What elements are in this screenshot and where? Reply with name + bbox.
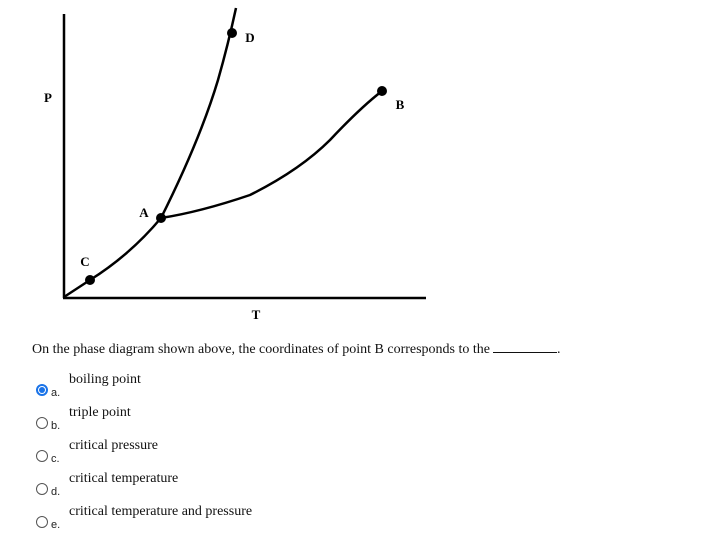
option-letter: e. bbox=[51, 519, 61, 531]
radio-button[interactable] bbox=[36, 516, 48, 528]
option-text: critical temperature bbox=[69, 471, 179, 486]
option-text: boiling point bbox=[69, 372, 141, 387]
sublimation-curve bbox=[63, 217, 162, 299]
point-label: C bbox=[80, 254, 89, 269]
option[interactable]: c. critical pressure bbox=[36, 438, 436, 468]
radio-button[interactable] bbox=[36, 417, 48, 429]
question: On the phase diagram shown above, the co… bbox=[32, 340, 561, 358]
option-letter: a. bbox=[51, 387, 61, 399]
point-b bbox=[377, 86, 387, 96]
phase-diagram: P T A B C D bbox=[44, 7, 426, 322]
option-letter: d. bbox=[51, 486, 61, 498]
vaporization-curve bbox=[160, 90, 383, 220]
option[interactable]: d. critical temperature bbox=[36, 471, 436, 501]
answer-blank bbox=[493, 340, 558, 353]
radio-button[interactable] bbox=[36, 384, 48, 396]
point-label: A bbox=[139, 205, 149, 220]
radio-button[interactable] bbox=[36, 483, 48, 495]
point-d bbox=[227, 28, 237, 38]
y-axis-label: P bbox=[44, 90, 52, 105]
option[interactable]: b. triple point bbox=[36, 405, 436, 435]
point-c bbox=[85, 275, 95, 285]
option-text: triple point bbox=[69, 405, 131, 420]
question-suffix: . bbox=[557, 342, 561, 357]
option-text: critical pressure bbox=[69, 438, 159, 453]
point-label: B bbox=[396, 97, 405, 112]
option[interactable]: a. boiling point bbox=[36, 372, 436, 402]
point-a bbox=[156, 213, 166, 223]
option-letter: b. bbox=[51, 420, 61, 432]
option-text: critical temperature and pressure bbox=[69, 504, 253, 519]
x-axis-label: T bbox=[252, 307, 261, 322]
melting-curve bbox=[159, 7, 238, 219]
radio-button[interactable] bbox=[36, 450, 48, 462]
question-text: On the phase diagram shown above, the co… bbox=[32, 342, 491, 357]
option-letter: c. bbox=[51, 453, 60, 465]
option[interactable]: e. critical temperature and pressure bbox=[36, 504, 436, 534]
point-label: D bbox=[245, 30, 254, 45]
